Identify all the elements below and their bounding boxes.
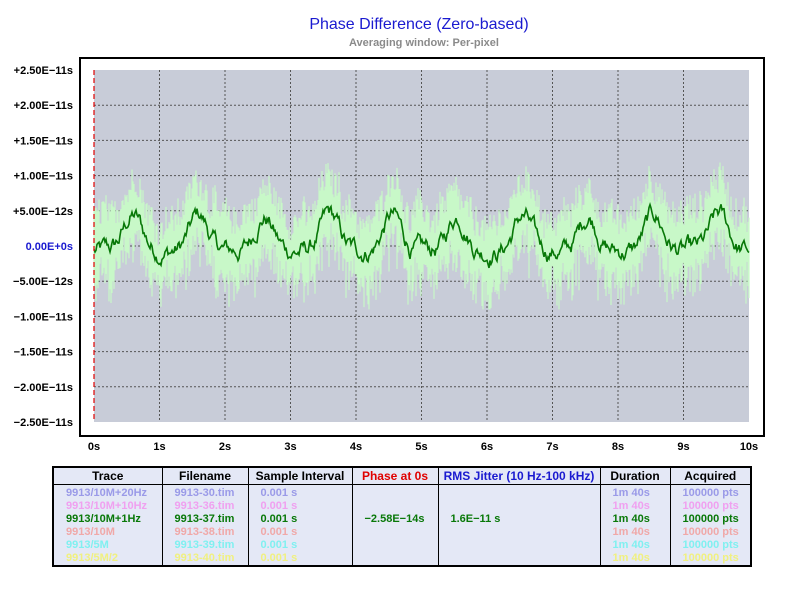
trace-cell [351,500,438,513]
trace-cell: 1m 40s [599,552,670,565]
x-tick-label: 3s [284,441,296,453]
trace-cell: 100000 pts [669,513,750,526]
trace-cell: 100000 pts [669,526,750,539]
chart-subtitle: Averaging window: Per-pixel [349,37,499,49]
trace-cell [437,484,600,500]
trace-cell [437,552,600,565]
y-tick-label: +2.50E−11s [14,65,73,77]
trace-cell: −2.58E−14s [351,513,438,526]
y-tick-label: −2.00E−11s [14,382,73,394]
trace-cell: 9913-36.tim [161,500,248,513]
column-header[interactable]: Sample Interval [247,468,352,485]
trace-cell: 9913-37.tim [161,513,248,526]
trace-cell: 1m 40s [599,513,670,526]
trace-row[interactable]: 9913/10M 9913-38.tim 0.001 s 1m 40s 100000 p… [54,526,750,539]
y-tick-label: 0.00E+0s [26,241,73,253]
x-tick-label: 7s [546,441,558,453]
trace-cell [351,484,438,500]
y-tick-label: +2.00E−11s [14,100,73,112]
trace-row[interactable]: 9913/10M+1Hz 9913-37.tim 0.001 s −2.58E−14s… [54,513,750,526]
trace-cell: 0.001 s [247,484,352,500]
trace-cell: 100000 pts [669,484,750,500]
trace-cell: 9913-38.tim [161,526,248,539]
trace-cell [351,552,438,565]
trace-cell: 9913/10M+1Hz [66,513,141,525]
trace-cell: 1.6E−11 s [437,513,600,526]
x-tick-label: 5s [415,441,427,453]
y-tick-label: +1.00E−11s [14,171,73,183]
trace-cell: 1m 40s [599,500,670,513]
trace-cell: 0.001 s [247,552,352,565]
trace-cell: 9913/10M [66,526,115,538]
trace-cell: 100000 pts [669,539,750,552]
y-tick-label: +5.00E−12s [13,206,73,218]
phase-difference-chart: 0s 1s 2s 3s 4s 5s 6s 7s 8s 9s 10s +2.50E−11s +2.00E−… [13,57,765,453]
table-body: 9913/10M+20Hz 9913-30.tim 0.001 s 1m 40s 100… [54,484,750,565]
trace-table: Trace Filename Sample Interval Phase at 0s R… [54,468,750,565]
trace-table-panel: Trace Filename Sample Interval Phase at 0s R… [52,466,752,567]
trace-cell: 9913-39.tim [161,539,248,552]
x-tick-label: 8s [612,441,624,453]
trace-cell: 0.001 s [247,513,352,526]
trace-row[interactable]: 9913/5M/2 9913-40.tim 0.001 s 1m 40s 100000 … [54,552,750,565]
y-tick-label: +1.50E−11s [14,135,73,147]
y-tick-label: −2.50E−11s [14,417,73,429]
column-header[interactable]: Trace [54,468,162,485]
table-header-row: Trace Filename Sample Interval Phase at 0s R… [54,468,750,485]
trace-row[interactable]: 9913/10M+20Hz 9913-30.tim 0.001 s 1m 40s 100… [54,484,750,500]
trace-cell: 9913/10M+10Hz [66,500,148,512]
y-tick-label: −1.00E−11s [14,311,73,323]
trace-cell [351,526,438,539]
trace-row[interactable]: 9913/10M+10Hz 9913-36.tim 0.001 s 1m 40s 100… [54,500,750,513]
x-tick-label: 2s [219,441,231,453]
x-tick-label: 9s [677,441,689,453]
trace-cell: 0.001 s [247,526,352,539]
trace-cell: 0.001 s [247,539,352,552]
column-header[interactable]: Filename [161,468,248,485]
trace-cell: 1m 40s [599,539,670,552]
trace-cell [437,539,600,552]
chart-title: Phase Difference (Zero-based) [309,16,529,33]
trace-row[interactable]: 9913/5M 9913-39.tim 0.001 s 1m 40s 100000 pt… [54,539,750,552]
column-header[interactable]: Acquired [669,468,750,485]
trace-cell: 100000 pts [669,552,750,565]
x-tick-label: 10s [740,441,758,453]
trace-cell: 1m 40s [599,526,670,539]
series-mean-line[interactable] [93,202,750,269]
x-tick-label: 1s [153,441,165,453]
trace-cell: 9913-40.tim [161,552,248,565]
trace-cell: 9913/10M+20Hz [66,487,148,499]
column-header[interactable]: Duration [599,468,670,485]
trace-cell: 1m 40s [599,484,670,500]
x-tick-label: 6s [481,441,493,453]
trace-cell: 9913/5M [66,539,109,551]
axis-tick-labels: 0s 1s 2s 3s 4s 5s 6s 7s 8s 9s 10s +2.50E−11s +2.00E−… [13,65,758,453]
y-tick-label: −1.50E−11s [14,347,73,359]
plot-frame [79,57,765,437]
trace-cell: 100000 pts [669,500,750,513]
column-header[interactable]: RMS Jitter (10 Hz-100 kHz) [437,468,600,485]
trace-cell: 0.001 s [247,500,352,513]
trace-cell [437,526,600,539]
x-tick-label: 4s [350,441,362,453]
x-tick-label: 0s [88,441,100,453]
trace-cell: 9913-30.tim [161,484,248,500]
column-header[interactable]: Phase at 0s [351,468,438,485]
trace-cell [437,500,600,513]
trace-cell [351,539,438,552]
y-tick-label: −5.00E−12s [13,276,73,288]
series-layer [93,162,750,310]
trace-cell: 9913/5M/2 [66,552,118,564]
